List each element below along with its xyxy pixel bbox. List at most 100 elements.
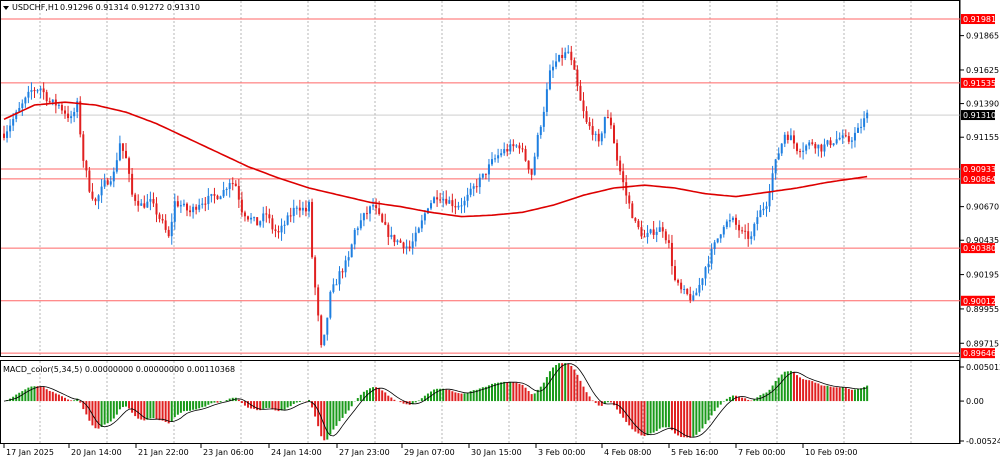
candle-body (222, 189, 225, 197)
candle-body (405, 246, 408, 249)
candle-body (6, 131, 9, 138)
candle-body (518, 145, 521, 149)
time-tick-label: 17 Jan 2025 (6, 448, 54, 457)
candle-body (728, 220, 731, 222)
candle-body (658, 227, 661, 232)
candle-body (789, 135, 792, 140)
candle-body (500, 153, 503, 156)
candle-body (164, 220, 167, 230)
level-badge (961, 243, 995, 254)
candle-body (97, 195, 100, 202)
candle-body (237, 186, 240, 200)
candle-body (250, 217, 253, 220)
candle-body (655, 231, 658, 235)
candle-body (100, 186, 103, 196)
candle-body (378, 208, 381, 215)
candle-body (27, 91, 30, 98)
candle-body (680, 282, 683, 290)
candle-body (243, 212, 246, 217)
candle-body (51, 99, 54, 103)
candle-body (402, 242, 405, 249)
candle-body (741, 230, 744, 232)
candle-body (186, 203, 188, 211)
candle-body (539, 126, 542, 136)
candle-body (152, 199, 155, 204)
candle-body (573, 60, 576, 70)
macd-tick-label: 0.00 (966, 397, 984, 406)
candle-body (82, 134, 85, 161)
candle-body (530, 169, 533, 175)
symbol-label[interactable]: USDCHF,H1 (12, 3, 59, 12)
candle-body (204, 203, 207, 205)
candle-body (121, 143, 124, 151)
candle-body (365, 213, 368, 215)
candle-body (301, 207, 304, 211)
candle-body (158, 214, 161, 219)
candle-body (558, 54, 561, 62)
candle-body (460, 205, 463, 207)
candle-body (350, 244, 353, 258)
candle-body (497, 155, 500, 159)
candle-body (667, 240, 670, 243)
candle-body (664, 231, 667, 241)
candle-body (64, 110, 66, 114)
price-tick-label: 0.91155 (966, 133, 999, 142)
candle-body (570, 51, 573, 61)
candle-body (103, 180, 106, 187)
price-tick-label: 0.91625 (966, 66, 999, 75)
candle-body (768, 192, 771, 207)
candle-body (423, 213, 426, 221)
candle-body (829, 140, 832, 146)
candle-body (463, 200, 466, 206)
candle-body (863, 118, 866, 127)
candle-body (689, 293, 692, 301)
time-tick-label: 5 Feb 16:00 (671, 448, 718, 457)
candle-body (12, 118, 15, 126)
candle-body (420, 220, 423, 229)
candle-body (744, 230, 747, 232)
candle-body (60, 104, 63, 111)
candle-body (219, 196, 222, 200)
candle-body (533, 156, 536, 175)
candle-body (295, 207, 298, 209)
candle-body (832, 143, 835, 146)
candle-body (844, 135, 847, 137)
candle-body (527, 160, 530, 170)
candle-body (326, 317, 329, 335)
price-tick-label: 0.90670 (966, 203, 999, 212)
candle-body (475, 186, 478, 188)
candle-body (280, 225, 283, 233)
candle-body (613, 125, 615, 144)
candle-body (521, 148, 524, 150)
candle-body (786, 134, 789, 140)
time-tick-label: 24 Jan 14:00 (271, 448, 322, 457)
candle-body (710, 249, 713, 264)
candle-body (799, 151, 802, 153)
price-tick-label: 0.91865 (966, 32, 999, 41)
macd-indicator-label[interactable]: MACD_color(5,34,5) 0.00000000 0.00000000… (3, 365, 235, 374)
candle-body (857, 127, 859, 133)
candle-body (814, 143, 817, 149)
symbol-dropdown-icon[interactable] (3, 6, 9, 10)
candle-body (118, 143, 121, 161)
candle-body (826, 140, 829, 145)
candle-body (771, 173, 774, 193)
candle-body (189, 210, 192, 213)
candle-body (866, 112, 869, 119)
candle-body (494, 158, 497, 160)
candle-body (216, 195, 219, 200)
candle-body (91, 191, 94, 199)
time-tick-label: 7 Feb 00:00 (738, 448, 785, 457)
candle-body (430, 203, 432, 209)
candle-body (247, 216, 249, 220)
candle-body (597, 133, 600, 142)
candle-body (24, 97, 27, 104)
candle-body (15, 111, 18, 119)
candle-body (582, 100, 585, 112)
candle-body (234, 183, 237, 187)
candle-body (802, 150, 805, 152)
level-badge (961, 77, 995, 88)
candle-body (289, 215, 292, 217)
candle-body (631, 203, 634, 219)
